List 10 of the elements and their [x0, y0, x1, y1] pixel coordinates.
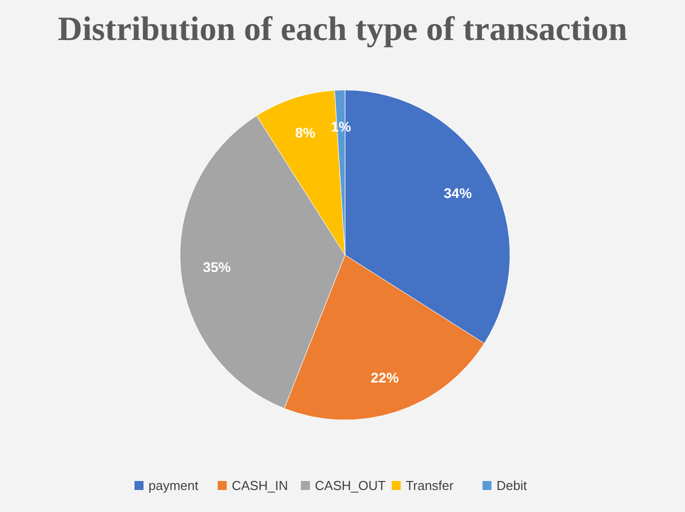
- legend-label: CASH_OUT: [314, 478, 386, 493]
- chart-title: Distribution of each type of transaction: [58, 11, 628, 48]
- legend-label: CASH_IN: [232, 478, 288, 493]
- data-label: 22%: [370, 369, 400, 386]
- legend-label: payment: [148, 478, 199, 493]
- data-label: 8%: [295, 124, 316, 140]
- data-label: 34%: [444, 184, 472, 201]
- data-label: 35%: [202, 259, 232, 276]
- legend-label: Debit: [496, 478, 528, 493]
- legend-label: Transfer: [406, 478, 454, 493]
